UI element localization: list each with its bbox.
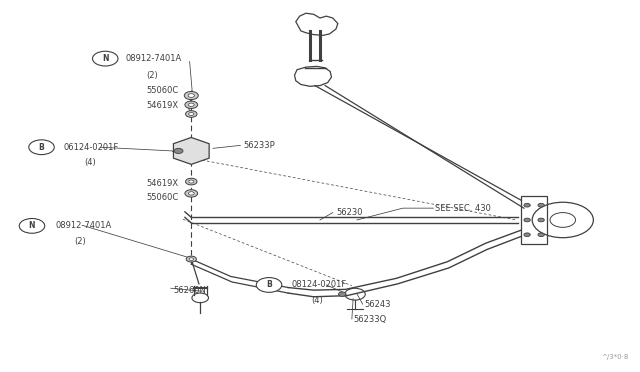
- Circle shape: [185, 101, 198, 109]
- Circle shape: [184, 92, 198, 100]
- Text: SEE SEC. 430: SEE SEC. 430: [435, 203, 491, 213]
- Text: (2): (2): [147, 71, 159, 80]
- Circle shape: [256, 278, 282, 292]
- Circle shape: [188, 94, 195, 97]
- Circle shape: [19, 218, 45, 233]
- Circle shape: [524, 203, 531, 207]
- Text: 56233P: 56233P: [244, 141, 275, 150]
- Text: B: B: [266, 280, 272, 289]
- Circle shape: [188, 103, 194, 106]
- Circle shape: [188, 192, 194, 195]
- Circle shape: [538, 203, 544, 207]
- Text: 08912-7401A: 08912-7401A: [56, 221, 112, 230]
- Circle shape: [189, 112, 194, 115]
- Circle shape: [93, 51, 118, 66]
- Text: 08124-0201F: 08124-0201F: [291, 280, 347, 289]
- Text: 54619X: 54619X: [147, 101, 179, 110]
- Circle shape: [185, 190, 198, 197]
- Text: 56243: 56243: [365, 300, 391, 310]
- Circle shape: [524, 218, 531, 222]
- Text: B: B: [38, 143, 44, 152]
- Text: 08912-7401A: 08912-7401A: [125, 54, 182, 63]
- Circle shape: [538, 233, 544, 237]
- Circle shape: [524, 233, 531, 237]
- Text: N: N: [102, 54, 109, 63]
- Text: 06124-0201F: 06124-0201F: [64, 143, 119, 152]
- Circle shape: [189, 258, 193, 260]
- Bar: [521, 196, 547, 244]
- Text: 54619X: 54619X: [147, 179, 179, 187]
- Polygon shape: [173, 138, 209, 164]
- Circle shape: [174, 148, 183, 154]
- Circle shape: [538, 218, 544, 222]
- Text: ^/3*0·8: ^/3*0·8: [602, 353, 629, 359]
- Circle shape: [186, 256, 196, 262]
- Text: 56233Q: 56233Q: [354, 315, 387, 324]
- Text: 55060C: 55060C: [147, 86, 179, 95]
- Text: N: N: [29, 221, 35, 230]
- Circle shape: [186, 111, 197, 117]
- Circle shape: [339, 292, 346, 296]
- Text: (2): (2): [75, 237, 86, 246]
- Text: 55060C: 55060C: [147, 193, 179, 202]
- Circle shape: [189, 180, 194, 183]
- Text: 56230: 56230: [336, 208, 362, 217]
- Text: 56260N: 56260N: [173, 286, 206, 295]
- Circle shape: [186, 178, 197, 185]
- Text: (4): (4): [84, 158, 96, 167]
- Circle shape: [29, 140, 54, 155]
- Text: (4): (4): [312, 296, 323, 305]
